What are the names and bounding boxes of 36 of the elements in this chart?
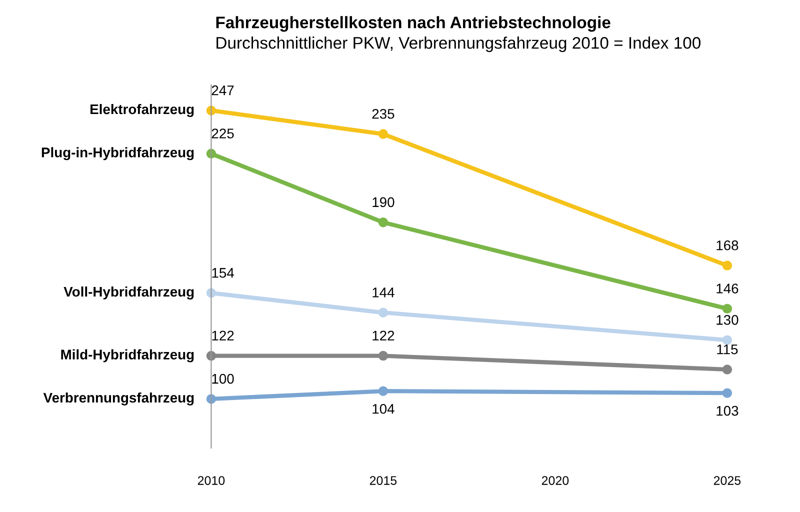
x-tick-label: 2025 [714,476,741,485]
point [722,260,732,270]
point [722,364,732,374]
data-label: 130 [716,315,738,325]
data-label: 225 [212,128,234,138]
chart-title: Fahrzeugherstellkosten nach Antriebstechnologie [216,16,610,32]
data-label: 247 [212,85,234,96]
data-label: 103 [716,406,738,416]
data-label: 104 [372,404,394,414]
series-label: Plug-in-Hybridfahrzeug [42,147,194,160]
data-label: 115 [717,344,738,354]
x-tick-label: 2020 [542,476,569,485]
series-label: Mild-Hybridfahrzeug [61,349,194,362]
point [378,308,388,318]
data-label: 168 [716,240,738,250]
series-label: Elektrofahrzeug [90,104,194,118]
data-label: 122 [372,330,394,340]
x-tick-label: 2015 [370,476,397,485]
point [722,335,732,345]
data-label: 154 [212,268,234,278]
chart-subtitle: Durchschnittlicher PKW, Verbrennungsfahrzeug 2010 = Index 100 [216,36,700,52]
data-label: 144 [372,288,394,298]
data-label: 190 [372,197,394,208]
x-tick-label: 2010 [198,476,225,485]
point [378,386,388,396]
point [722,388,732,398]
data-label: 122 [212,330,234,340]
data-label: 100 [212,374,234,384]
point [378,129,388,139]
data-label: 146 [716,284,738,294]
point [378,217,388,228]
data-label: 235 [372,108,394,119]
series-label: Voll-Hybridfahrzeug [64,286,194,300]
series-label: Verbrennungsfahrzeug [43,392,194,406]
point [722,304,732,314]
point [378,350,388,361]
